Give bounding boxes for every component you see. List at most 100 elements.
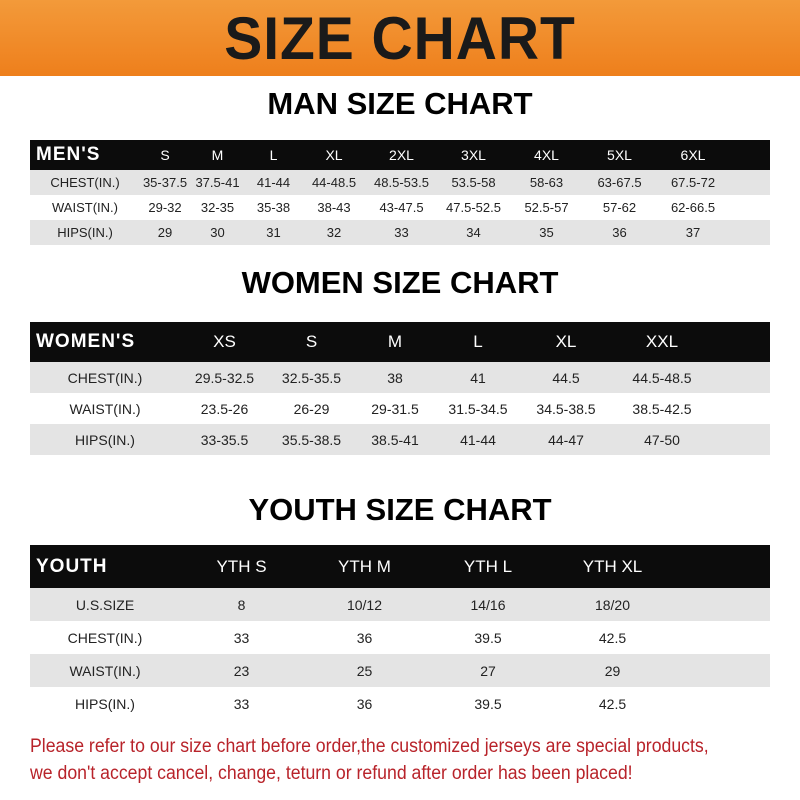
- measurement-cell: 44.5: [552, 369, 580, 386]
- measurement-cell: 14/16: [470, 596, 506, 613]
- table-row: WAIST(IN.) 23 25 27 29: [30, 654, 770, 687]
- measurement-cell: 35-37.5: [142, 175, 188, 190]
- row-label: HIPS(IN.): [75, 695, 135, 712]
- size-header-cell: 5XL: [607, 147, 632, 163]
- banner: SIZE CHART: [0, 0, 800, 76]
- measurement-cell: 34: [466, 225, 481, 240]
- men-size-table: MEN'S S M L XL 2XL 3XL 4XL 5XL 6XL CHEST(IN.) 35-37…: [30, 140, 770, 245]
- table-row: WAIST(IN.) 29-32 32-35 35-38 38-43 43-47.5 47.…: [30, 195, 770, 220]
- women-size-table: WOMEN'S XS S M L XL XXL CHEST(IN.) 29.5-32.5 32.5…: [30, 322, 770, 455]
- row-label: WAIST(IN.): [69, 662, 141, 679]
- row-label: HIPS(IN.): [57, 225, 113, 240]
- measurement-cell: 29.5-32.5: [194, 369, 255, 386]
- row-label: CHEST(IN.): [67, 629, 143, 646]
- measurement-cell: 38: [387, 369, 403, 386]
- size-header-cell: XS: [213, 332, 236, 351]
- size-header-cell: XXL: [645, 332, 679, 351]
- measurement-cell: 27: [480, 662, 496, 679]
- measurement-cell: 43-47.5: [379, 200, 424, 215]
- youth-size-table: YOUTH YTH S YTH M YTH L YTH XL U.S.SIZE 8 10/12…: [30, 545, 770, 720]
- measurement-cell: 36: [612, 225, 627, 240]
- table-header-row: WOMEN'S XS S M L XL XXL: [30, 322, 770, 362]
- measurement-cell: 29-31.5: [371, 400, 419, 417]
- measurement-cell: 33: [394, 225, 409, 240]
- table-row: CHEST(IN.) 35-37.5 37.5-41 41-44 44-48.5 48.5…: [30, 170, 770, 195]
- size-header-cell: 4XL: [534, 147, 559, 163]
- measurement-cell: 37: [685, 225, 701, 240]
- table-title-cell: YOUTH: [36, 555, 108, 577]
- women-chart-title: WOMEN SIZE CHART: [241, 265, 559, 300]
- measurement-cell: 36: [356, 629, 373, 646]
- size-header-cell: XL: [555, 332, 577, 351]
- measurement-cell: 33: [233, 629, 250, 646]
- table-header-row: YOUTH YTH S YTH M YTH L YTH XL: [30, 545, 770, 588]
- measurement-cell: 38-43: [317, 200, 351, 215]
- table-row: U.S.SIZE 8 10/12 14/16 18/20: [30, 588, 770, 621]
- measurement-cell: 39.5: [474, 695, 502, 712]
- size-header-cell: L: [269, 147, 278, 163]
- measurement-cell: 25: [356, 662, 373, 679]
- size-header-cell: M: [387, 332, 403, 351]
- size-header-cell: YTH M: [338, 556, 391, 576]
- measurement-cell: 23.5-26: [200, 400, 249, 417]
- measurement-cell: 18/20: [594, 596, 631, 613]
- measurement-cell: 33-35.5: [200, 431, 249, 448]
- measurement-cell: 29: [157, 225, 173, 240]
- table-header-row: MEN'S S M L XL 2XL 3XL 4XL 5XL 6XL: [30, 140, 770, 170]
- measurement-cell: 33: [233, 695, 250, 712]
- size-header-cell: XL: [325, 147, 343, 163]
- measurement-cell: 47.5-52.5: [446, 200, 501, 215]
- measurement-cell: 57-62: [602, 200, 637, 215]
- row-label: CHEST(IN.): [50, 175, 120, 190]
- measurement-cell: 38.5-41: [371, 431, 419, 448]
- measurement-cell: 47-50: [644, 431, 680, 448]
- measurement-cell: 67.5-72: [670, 175, 716, 190]
- measurement-cell: 44-47: [548, 431, 584, 448]
- measurement-cell: 29-32: [148, 200, 182, 215]
- size-header-cell: 3XL: [461, 147, 486, 163]
- order-notice: Please refer to our size chart before or…: [30, 733, 737, 787]
- row-label: WAIST(IN.): [52, 200, 118, 215]
- measurement-cell: 58-63: [529, 175, 564, 190]
- measurement-cell: 32-35: [200, 200, 235, 215]
- row-label: HIPS(IN.): [75, 431, 135, 448]
- measurement-cell: 10/12: [346, 596, 383, 613]
- measurement-cell: 62-66.5: [670, 200, 716, 215]
- measurement-cell: 42.5: [598, 629, 627, 646]
- size-header-cell: YTH L: [463, 556, 513, 576]
- measurement-cell: 63-67.5: [597, 175, 642, 190]
- size-header-cell: YTH S: [216, 556, 267, 576]
- measurement-cell: 41: [470, 369, 486, 386]
- measurement-cell: 23: [233, 662, 250, 679]
- measurement-cell: 8: [237, 596, 246, 613]
- measurement-cell: 48.5-53.5: [374, 175, 429, 190]
- size-header-cell: S: [160, 147, 170, 163]
- measurement-cell: 41-44: [256, 175, 291, 190]
- measurement-cell: 26-29: [293, 400, 330, 417]
- row-label: U.S.SIZE: [75, 596, 135, 613]
- measurement-cell: 37.5-41: [195, 175, 240, 190]
- measurement-cell: 53.5-58: [451, 175, 496, 190]
- table-row: HIPS(IN.) 33 36 39.5 42.5: [30, 687, 770, 720]
- men-chart-title: MAN SIZE CHART: [267, 86, 533, 121]
- size-header-cell: 6XL: [680, 147, 706, 163]
- table-row: HIPS(IN.) 29 30 31 32 33 34 35 36 37: [30, 220, 770, 245]
- measurement-cell: 35-38: [256, 200, 291, 215]
- measurement-cell: 34.5-38.5: [536, 400, 596, 417]
- measurement-cell: 35: [539, 225, 554, 240]
- measurement-cell: 31: [266, 225, 281, 240]
- table-title-cell: WOMEN'S: [36, 331, 136, 352]
- table-title-cell: MEN'S: [36, 144, 101, 165]
- size-header-cell: S: [305, 332, 318, 351]
- measurement-cell: 32.5-35.5: [281, 369, 342, 386]
- size-header-cell: YTH XL: [582, 556, 643, 576]
- measurement-cell: 39.5: [474, 629, 502, 646]
- size-header-cell: L: [473, 332, 483, 351]
- table-row: CHEST(IN.) 29.5-32.5 32.5-35.5 38 41 44.5 44.5…: [30, 362, 770, 393]
- size-header-cell: 2XL: [389, 147, 414, 163]
- measurement-cell: 29: [604, 662, 621, 679]
- youth-chart-title: YOUTH SIZE CHART: [248, 492, 552, 527]
- order-notice-line-2: we don't accept cancel, change, teturn o…: [30, 763, 633, 784]
- measurement-cell: 35.5-38.5: [281, 431, 342, 448]
- measurement-cell: 36: [356, 695, 373, 712]
